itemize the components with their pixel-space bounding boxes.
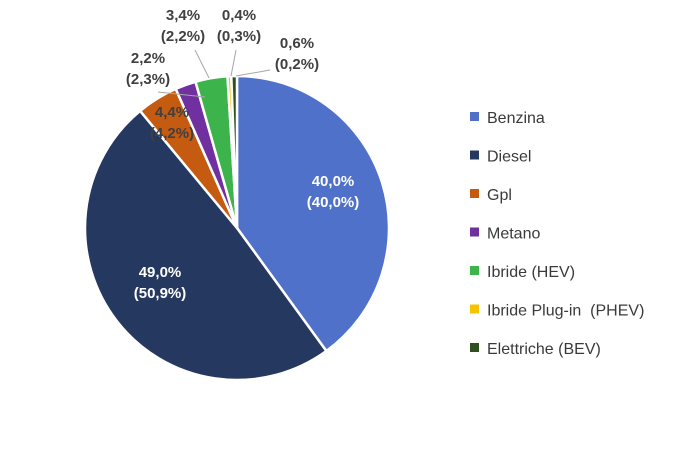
data-labels: 40,0% (40,0%) 49,0% (50,9%) 4,4% (4,2%) 2,2% (2…	[126, 7, 359, 302]
leader-line-metano	[157, 91, 206, 98]
legend-label-elettriche-bev: Elettriche (BEV)	[487, 341, 601, 358]
legend-label-gpl: Gpl	[487, 187, 512, 204]
data-sublabel-metano: (2,3%)	[126, 71, 170, 88]
legend-swatch-diesel	[470, 150, 479, 160]
data-sublabel-diesel: (50,9%)	[134, 285, 187, 302]
pie-slices	[83, 74, 391, 382]
data-label-ibride-hev: 3,4%	[166, 7, 200, 24]
leader-line-elettriche-bev	[235, 69, 271, 77]
data-sublabel-ibride-hev: (2,2%)	[161, 28, 205, 45]
leader-line-ibride-hev	[194, 49, 210, 79]
legend: Benzina Diesel Gpl Metano Ibride (HEV) Ibride…	[470, 110, 644, 358]
data-label-diesel: 49,0%	[139, 264, 182, 281]
legend-label-ibride-plug-in-phev: Ibride Plug-in (PHEV)	[487, 303, 644, 320]
data-sublabel-elettriche-bev: (0,2%)	[275, 56, 319, 73]
data-label-ibride-plug-in-phev: 0,4%	[222, 7, 256, 24]
legend-label-ibride-hev: Ibride (HEV)	[487, 264, 575, 281]
legend-swatch-ibride-plug-in-phev	[470, 304, 479, 314]
legend-label-diesel: Diesel	[487, 149, 531, 166]
legend-swatch-benzina	[470, 112, 479, 121]
data-label-benzina: 40,0%	[312, 173, 355, 190]
slice-benzina	[235, 74, 391, 353]
data-sublabel-ibride-plug-in-phev: (0,3%)	[217, 28, 261, 45]
legend-label-metano: Metano	[487, 226, 540, 243]
data-sublabel-gpl: (4,2%)	[150, 125, 194, 142]
data-label-metano: 2,2%	[131, 50, 165, 67]
legend-swatch-gpl	[470, 189, 479, 198]
legend-swatch-ibride-hev	[470, 266, 479, 275]
data-label-gpl: 4,4%	[155, 104, 189, 121]
slice-diesel	[83, 109, 328, 382]
legend-swatch-metano	[470, 227, 479, 237]
data-label-elettriche-bev: 0,6%	[280, 35, 314, 52]
legend-swatch-elettriche-bev	[470, 343, 479, 352]
legend-label-benzina: Benzina	[487, 110, 545, 127]
leader-line-ibride-plug-in-phev	[230, 49, 237, 77]
data-sublabel-benzina: (40,0%)	[307, 194, 360, 211]
leader-lines	[157, 49, 271, 98]
